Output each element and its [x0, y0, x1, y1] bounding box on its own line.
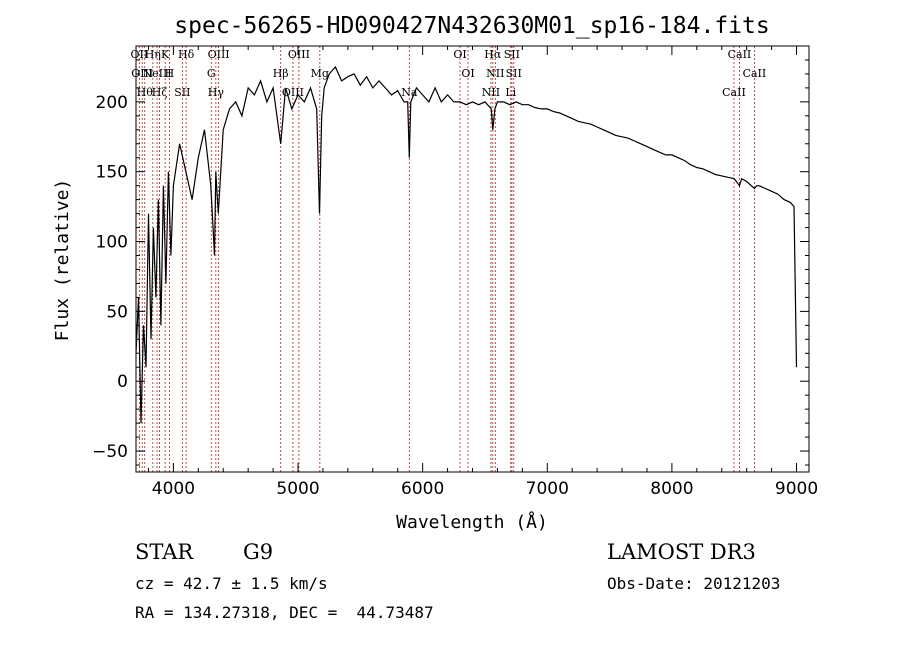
line-marker-label: OIII	[208, 48, 230, 61]
line-marker-label: Hδ	[178, 48, 195, 61]
x-tick-label: 8000	[650, 479, 693, 499]
line-marker-label: CaII	[728, 48, 752, 61]
line-marker-label: OIII	[131, 67, 153, 80]
line-marker-label: G	[207, 67, 216, 80]
line-markers	[138, 46, 755, 472]
line-marker-labels: OII OIII Hθ Hη NeIII Hζ KH SII Hδ G Hγ OIII Hβ OIII OI…	[131, 48, 767, 99]
plot-frame	[135, 45, 810, 473]
line-marker-label: NII	[486, 67, 504, 80]
x-tick-label: 6000	[401, 479, 444, 499]
line-marker-label: NeIII	[142, 67, 171, 80]
x-axis-label: Wavelength (Å)	[396, 511, 548, 533]
y-axis-ticks: −50 0 50 100 150 200	[92, 59, 809, 466]
object-type: STAR	[135, 540, 194, 564]
y-tick-label: −50	[92, 442, 128, 462]
subclass: G9	[243, 540, 274, 564]
line-marker-label: Hα	[484, 48, 502, 61]
line-marker-label: Hζ	[152, 86, 168, 99]
y-tick-label: 150	[96, 163, 128, 183]
line-marker-label: K	[161, 48, 170, 61]
line-marker-label: H	[165, 67, 175, 80]
chart-title: spec-56265-HD090427N432630M01_sp16-184.f…	[174, 13, 769, 39]
coordinates: RA = 134.27318, DEC = 44.73487	[135, 603, 434, 622]
observation-date: Obs-Date: 20121203	[607, 574, 781, 593]
y-axis-label: Flux (relative)	[52, 179, 73, 342]
line-marker-label: OI	[461, 67, 474, 80]
line-marker-label: Na	[401, 86, 418, 99]
line-marker-label: SII	[506, 67, 522, 80]
line-marker-label: OII	[131, 48, 149, 61]
line-marker-label: OIII	[288, 48, 310, 61]
y-tick-label: 50	[106, 302, 128, 322]
x-tick-label: 9000	[775, 479, 818, 499]
y-tick-label: 100	[96, 233, 128, 253]
line-marker-label: CaII	[743, 67, 767, 80]
line-marker-label: Mg	[311, 67, 329, 80]
line-marker-label: Hβ	[273, 67, 289, 80]
line-marker-label: CaII	[722, 86, 746, 99]
y-tick-label: 0	[117, 372, 128, 392]
flux-series-line	[135, 65, 798, 424]
x-tick-label: 5000	[276, 479, 319, 499]
x-axis-ticks: 4000 5000 6000 7000 8000 9000	[147, 46, 818, 499]
line-marker-label: SII	[504, 48, 520, 61]
line-marker-label: SII	[174, 86, 190, 99]
line-marker-label: NII	[482, 86, 500, 99]
x-tick-label: 7000	[526, 479, 569, 499]
x-tick-label: 4000	[152, 479, 195, 499]
line-marker-label: OI	[453, 48, 466, 61]
line-marker-label: Hγ	[208, 86, 225, 99]
line-marker-label: Hη	[145, 48, 161, 61]
redshift-cz: cz = 42.7 ± 1.5 km/s	[135, 574, 328, 593]
line-marker-label: Li	[505, 86, 516, 99]
y-tick-label: 200	[96, 93, 128, 113]
survey-name: LAMOST DR3	[607, 540, 756, 564]
line-marker-label: Hθ	[137, 86, 154, 99]
